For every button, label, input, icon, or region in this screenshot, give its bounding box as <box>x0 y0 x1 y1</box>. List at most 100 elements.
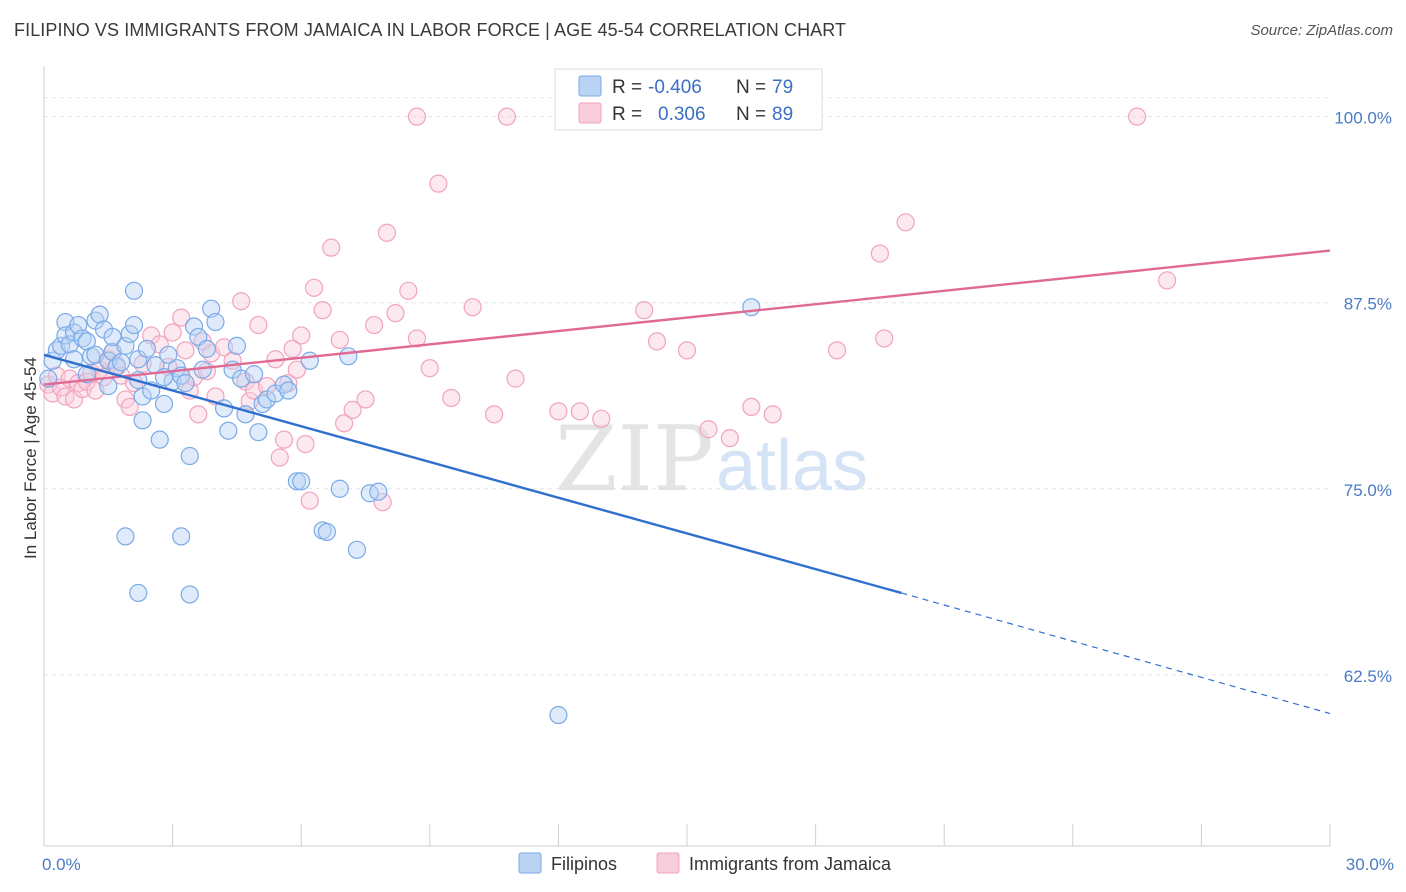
jamaica-point <box>875 329 894 348</box>
bottom-legend-label-filipinos: Filipinos <box>551 854 617 874</box>
filipinos-point <box>112 353 131 372</box>
legend-n-value-filipinos: 79 <box>772 77 793 98</box>
jamaica-point <box>292 326 311 345</box>
jamaica-point <box>120 397 139 417</box>
jamaica-point <box>1158 271 1177 290</box>
jamaica-point <box>506 369 525 388</box>
filipinos-point <box>279 381 298 400</box>
jamaica-point <box>699 420 718 439</box>
jamaica-point <box>189 405 208 424</box>
jamaica-point <box>870 244 890 263</box>
jamaica-trend-line <box>43 249 1331 386</box>
filipinos-point <box>330 479 349 498</box>
series-filipinos-points <box>39 281 761 725</box>
bottom-legend-swatch-jamaica <box>656 852 680 874</box>
jamaica-point <box>364 315 384 335</box>
filipinos-point <box>244 365 264 384</box>
filipinos-point <box>124 315 144 335</box>
filipinos-point <box>172 527 191 546</box>
jamaica-point <box>720 429 739 448</box>
filipinos-point <box>159 345 178 364</box>
filipinos-point <box>184 317 204 336</box>
jamaica-point <box>176 341 195 360</box>
jamaica-point <box>485 405 504 424</box>
filipinos-point <box>137 339 156 358</box>
filipinos-trend-extension <box>901 592 1331 715</box>
filipinos-point <box>369 482 388 501</box>
legend-swatch-jamaica <box>578 102 602 124</box>
filipinos-point <box>227 336 246 355</box>
jamaica-point <box>163 323 182 342</box>
filipinos-point <box>219 421 238 440</box>
filipinos-point <box>742 298 761 317</box>
watermark-zip: ZIP <box>555 407 714 512</box>
filipinos-point <box>549 705 568 725</box>
legend-n-value-jamaica: 89 <box>772 104 793 125</box>
jamaica-point <box>249 315 268 335</box>
y-tick-label: 62.5% <box>1344 667 1392 686</box>
jamaica-point <box>377 223 397 242</box>
filipinos-point <box>176 373 195 393</box>
filipinos-point <box>90 305 109 324</box>
jamaica-point <box>232 292 251 311</box>
jamaica-point <box>283 339 302 358</box>
jamaica-point <box>304 278 324 297</box>
jamaica-point <box>742 397 761 417</box>
jamaica-point <box>463 298 482 317</box>
jamaica-point <box>322 238 341 257</box>
filipinos-point <box>206 312 225 332</box>
jamaica-point <box>274 430 294 449</box>
stats-legend: R = -0.406 N = 79 R = 0.306 N = 89 <box>554 68 823 131</box>
jamaica-point <box>356 390 375 409</box>
jamaica-point <box>407 329 427 348</box>
y-tick-label: 100.0% <box>1334 109 1392 128</box>
jamaica-point <box>334 414 354 433</box>
axes: 100.0% 87.5% 75.0% 62.5% 0.0% 30.0% <box>42 66 1394 874</box>
jamaica-point <box>497 107 517 126</box>
filipinos-point <box>120 324 139 344</box>
jamaica-point <box>677 341 697 360</box>
legend-n-label-2: N = <box>736 104 766 125</box>
legend-r-label-2: R = <box>612 104 642 125</box>
bottom-legend: Filipinos Immigrants from Jamaica <box>518 852 892 874</box>
jamaica-point <box>647 332 667 351</box>
legend-swatch-filipinos <box>578 75 602 97</box>
filipinos-point <box>180 446 199 466</box>
jamaica-point <box>549 402 568 421</box>
filipinos-point <box>133 411 152 430</box>
jamaica-point <box>827 341 847 360</box>
filipinos-point <box>99 376 118 396</box>
x-tick-label: 0.0% <box>42 855 81 874</box>
jamaica-point <box>399 281 418 300</box>
legend-n-label-1: N = <box>736 77 766 98</box>
chart-title: FILIPINO VS IMMIGRANTS FROM JAMAICA IN L… <box>14 20 847 40</box>
jamaica-point <box>172 308 191 327</box>
filipinos-point <box>249 423 268 442</box>
jamaica-point <box>592 409 611 428</box>
filipinos-point <box>129 583 148 603</box>
legend-r-label-1: R = <box>612 77 642 98</box>
watermark: ZIP atlas <box>555 407 868 512</box>
jamaica-point <box>287 360 307 379</box>
jamaica-point <box>420 359 439 378</box>
filipinos-point <box>116 336 135 355</box>
filipinos-point <box>317 522 337 542</box>
filipinos-point <box>347 540 367 559</box>
source-label: Source: ZipAtlas.com <box>1250 22 1393 39</box>
jamaica-point <box>407 107 427 126</box>
filipinos-point <box>69 315 88 335</box>
jamaica-point <box>570 402 589 421</box>
filipinos-point <box>150 430 169 449</box>
x-tick-label: 30.0% <box>1346 855 1394 874</box>
filipinos-point <box>202 299 221 318</box>
filipinos-point <box>180 585 199 604</box>
filipinos-point <box>292 472 311 491</box>
filipinos-point <box>154 394 174 414</box>
y-tick-label: 75.0% <box>1344 481 1392 500</box>
jamaica-point <box>635 301 654 320</box>
filipinos-point <box>300 351 319 370</box>
jamaica-point <box>373 493 392 512</box>
jamaica-point <box>313 301 332 320</box>
jamaica-point <box>270 448 289 467</box>
